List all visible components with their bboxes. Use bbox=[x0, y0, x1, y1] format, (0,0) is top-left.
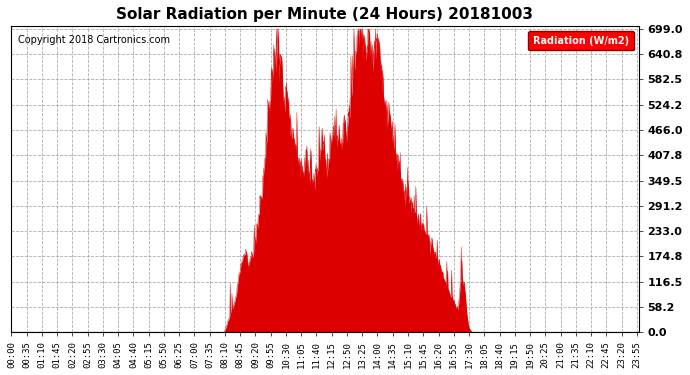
Legend: Radiation (W/m2): Radiation (W/m2) bbox=[528, 31, 633, 51]
Title: Solar Radiation per Minute (24 Hours) 20181003: Solar Radiation per Minute (24 Hours) 20… bbox=[117, 7, 533, 22]
Text: Copyright 2018 Cartronics.com: Copyright 2018 Cartronics.com bbox=[18, 35, 170, 45]
